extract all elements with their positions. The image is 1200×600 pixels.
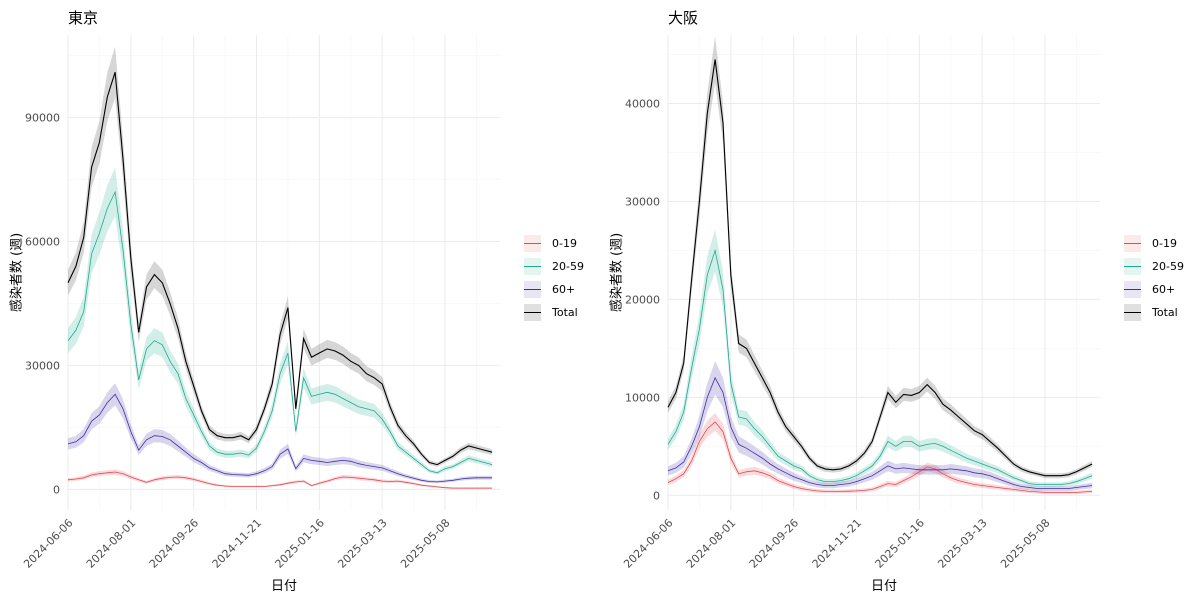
line-Total [667, 59, 1093, 477]
y-axis-title: 感染者数 (週) [9, 233, 25, 312]
band-Total [68, 46, 493, 467]
legend-label: 60+ [552, 283, 575, 296]
legend-label: 0-19 [552, 237, 577, 250]
x-tick-label: 2025-03-13 [935, 516, 989, 570]
y-tick-label: 0 [653, 489, 660, 502]
y-tick-label: 90000 [25, 112, 60, 125]
legend-label: 20-59 [552, 260, 584, 273]
x-tick-label: 2025-03-13 [335, 516, 389, 570]
panel-title: 東京 [68, 9, 98, 27]
band-60plus [68, 383, 493, 484]
x-tick-label: 2025-05-08 [398, 516, 452, 570]
x-tick-label: 2024-09-26 [747, 516, 801, 570]
x-tick-label: 2024-06-06 [621, 516, 675, 570]
legend-label: 20-59 [1152, 260, 1184, 273]
legend-label: 0-19 [1152, 237, 1177, 250]
y-tick-label: 30000 [25, 359, 60, 372]
band-Total [668, 36, 1093, 479]
x-tick-label: 2024-06-06 [21, 516, 75, 570]
line-60plus [67, 393, 493, 483]
legend-item-Total: Total [524, 304, 578, 321]
x-tick-label: 2024-09-26 [147, 516, 201, 570]
y-tick-label: 20000 [625, 293, 660, 306]
legend-item-60plus: 60+ [524, 281, 575, 298]
legend: 0-19 20-59 60+ Total [1124, 235, 1184, 321]
line-Total [67, 72, 493, 466]
x-tick-label: 2024-11-21 [810, 516, 864, 570]
x-tick-label: 2025-01-16 [273, 516, 327, 570]
legend-label: Total [1151, 306, 1178, 319]
x-tick-label: 2024-08-01 [684, 516, 738, 570]
legend-item-0-19: 0-19 [524, 235, 577, 252]
y-axis-title: 感染者数 (週) [609, 233, 625, 312]
y-tick-label: 0 [53, 483, 60, 496]
panel-title: 大阪 [668, 9, 698, 27]
line-60plus [667, 376, 1093, 489]
x-tick-label: 2025-01-16 [873, 516, 927, 570]
line-0-19 [667, 421, 1093, 493]
band-20-59 [68, 167, 493, 475]
legend-item-60plus: 60+ [1124, 281, 1175, 298]
x-axis-title: 日付 [271, 579, 297, 594]
band-0-19 [668, 413, 1093, 495]
band-20-59 [668, 229, 1093, 487]
y-tick-label: 10000 [625, 391, 660, 404]
x-tick-label: 2024-08-01 [84, 516, 138, 570]
legend-item-0-19: 0-19 [1124, 235, 1177, 252]
x-axis-title: 日付 [871, 579, 897, 594]
x-tick-label: 2024-11-21 [210, 516, 264, 570]
legend-label: 60+ [1152, 283, 1175, 296]
y-tick-label: 30000 [625, 195, 660, 208]
legend-item-Total: Total [1124, 304, 1178, 321]
line-20-59 [667, 248, 1093, 485]
y-tick-label: 40000 [625, 98, 660, 111]
legend: 0-19 20-59 60+ Total [524, 235, 584, 321]
y-tick-label: 60000 [25, 236, 60, 249]
line-0-19 [67, 471, 493, 489]
panel-osaka: 0 10000 20000 30000 40000 2024-06-06 2024-08-0… [609, 9, 1184, 594]
x-tick-label: 2025-05-08 [998, 516, 1052, 570]
line-20-59 [67, 190, 493, 474]
legend-item-20-59: 20-59 [524, 258, 584, 275]
legend-item-20-59: 20-59 [1124, 258, 1184, 275]
legend-label: Total [551, 306, 578, 319]
